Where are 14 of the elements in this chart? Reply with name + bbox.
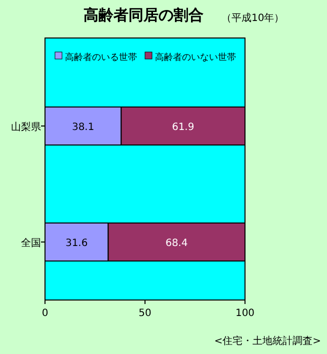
y-tick-label: 全国 bbox=[21, 237, 41, 249]
chart-title: 高齢者同居の割合 bbox=[84, 6, 204, 24]
legend-label: 高齢者のいる世帯 bbox=[65, 52, 137, 63]
y-tick-label: 山梨県 bbox=[11, 121, 41, 133]
data-label: 38.1 bbox=[72, 122, 94, 133]
data-label: 68.4 bbox=[165, 238, 188, 249]
x-tick-label: 50 bbox=[138, 308, 152, 319]
text: <住宅・土地統計調査> bbox=[214, 335, 321, 347]
legend-label: 高齢者のいない世帯 bbox=[155, 52, 236, 63]
x-tick-label: 100 bbox=[235, 308, 255, 319]
data-label: 61.9 bbox=[172, 122, 194, 133]
chart-subtitle: （平成10年） bbox=[222, 12, 284, 24]
data-label: 31.6 bbox=[65, 238, 88, 249]
x-tick-label: 0 bbox=[42, 308, 48, 319]
